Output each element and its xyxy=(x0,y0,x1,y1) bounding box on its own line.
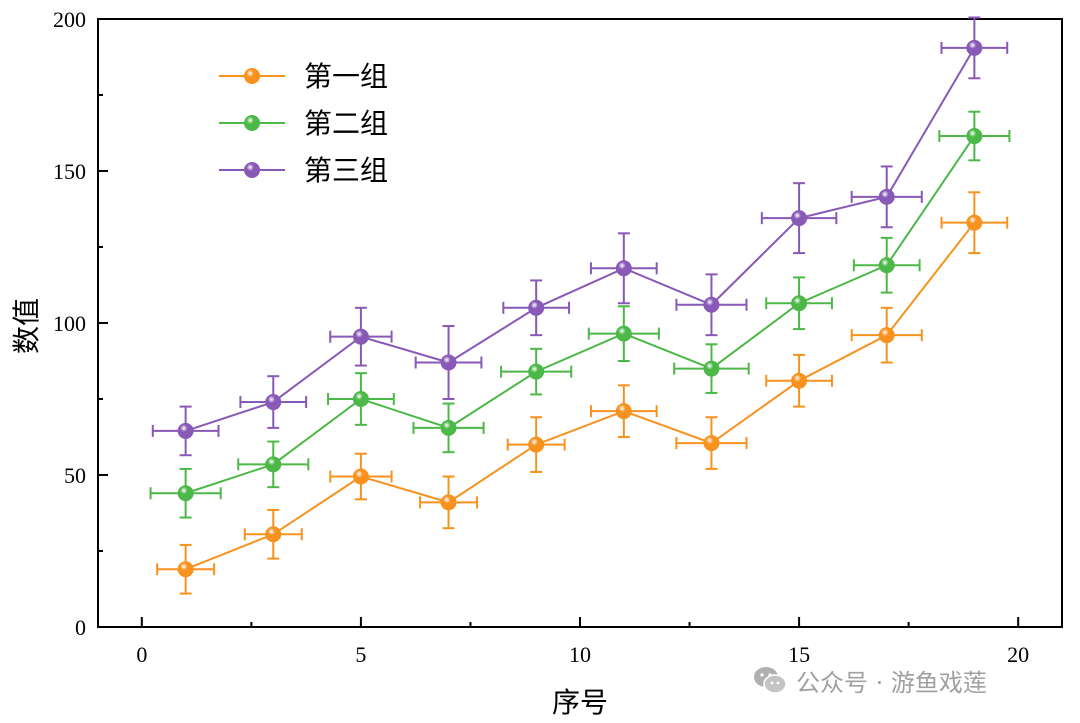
axis-titles: 序号 数值 xyxy=(10,298,608,719)
wechat-icon xyxy=(754,667,787,694)
data-point xyxy=(703,360,720,377)
y-tick-label: 150 xyxy=(53,159,86,184)
data-point xyxy=(615,260,632,277)
plot-border xyxy=(97,18,1063,628)
series-1 xyxy=(156,191,1009,595)
data-point xyxy=(440,494,457,511)
data-point xyxy=(528,363,545,380)
error-bar xyxy=(587,305,660,362)
y-tick-label: 50 xyxy=(64,463,86,488)
legend-marker xyxy=(244,68,260,84)
y-tick-label: 0 xyxy=(75,615,86,640)
data-point xyxy=(615,325,632,342)
y-tick-label: 200 xyxy=(53,7,86,32)
legend-label: 第一组 xyxy=(304,60,388,93)
data-point xyxy=(703,296,720,313)
plot-frame xyxy=(97,18,1063,628)
data-point xyxy=(352,328,369,345)
y-tick-label: 100 xyxy=(53,311,86,336)
data-point xyxy=(265,394,282,411)
data-point xyxy=(528,299,545,316)
data-point xyxy=(966,214,983,231)
data-point xyxy=(352,468,369,485)
x-tick-label: 10 xyxy=(569,642,591,667)
x-tick-label: 15 xyxy=(788,642,810,667)
watermark-text: 公众号 · 游鱼戏莲 xyxy=(796,668,987,697)
series-2 xyxy=(149,110,1011,519)
data-point xyxy=(791,295,808,312)
data-point xyxy=(966,39,983,56)
data-point xyxy=(352,391,369,407)
legend-marker xyxy=(244,115,260,131)
legend-marker xyxy=(244,162,260,178)
data-point xyxy=(703,435,720,452)
data-point xyxy=(440,354,457,371)
data-point xyxy=(878,188,895,205)
legend-item: 第三组 xyxy=(219,154,388,187)
watermark: 公众号 · 游鱼戏莲 xyxy=(752,663,987,697)
data-point xyxy=(177,561,194,578)
series-line xyxy=(185,222,976,571)
series-line xyxy=(185,47,976,432)
data-point xyxy=(791,210,808,227)
x-tick-label: 5 xyxy=(355,642,366,667)
legend-label: 第二组 xyxy=(304,107,388,140)
data-point xyxy=(878,327,895,344)
data-point xyxy=(265,526,282,543)
series-3 xyxy=(151,16,1009,457)
series-group xyxy=(149,16,1011,595)
y-axis-title: 数值 xyxy=(10,298,43,354)
data-point xyxy=(966,128,983,145)
legend-label: 第三组 xyxy=(304,154,388,187)
series-line xyxy=(185,135,976,495)
data-point xyxy=(791,372,808,389)
legend-item: 第一组 xyxy=(219,60,388,93)
x-tick-label: 0 xyxy=(136,642,147,667)
legend-item: 第二组 xyxy=(219,107,388,140)
data-point xyxy=(528,436,545,453)
data-point xyxy=(615,403,632,420)
data-point xyxy=(440,419,457,436)
x-tick-label: 20 xyxy=(1007,642,1029,667)
data-point xyxy=(265,456,282,473)
x-axis-title: 序号 xyxy=(552,686,608,719)
data-point xyxy=(177,422,194,439)
data-point xyxy=(177,485,194,502)
data-point xyxy=(878,257,895,274)
